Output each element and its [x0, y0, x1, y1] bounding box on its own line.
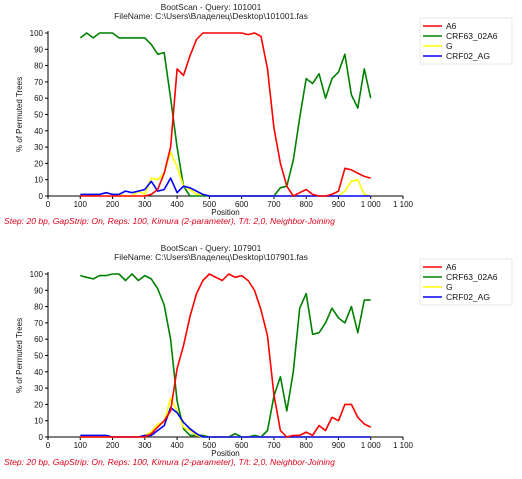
series-line-g — [80, 397, 371, 438]
series-line-g — [80, 151, 371, 197]
legend-label-crf63-02a6: CRF63_02A6 — [446, 272, 498, 282]
x-tick-label: 100 — [74, 200, 88, 209]
x-axis-label: Position — [211, 208, 239, 216]
x-tick-label: 500 — [203, 200, 217, 209]
y-tick-label: 0 — [39, 192, 44, 201]
y-tick-label: 30 — [34, 384, 43, 393]
x-tick-label: 400 — [170, 441, 184, 450]
x-tick-label: 600 — [235, 441, 249, 450]
x-tick-label: 900 — [332, 441, 346, 450]
legend-label-g: G — [446, 282, 453, 292]
y-axis-label: % of Permuted Trees — [15, 77, 24, 152]
bootscan-panel-107901: BootScan - Query: 107901 FileName: C:\Us… — [0, 241, 522, 473]
x-tick-label: 100 — [74, 441, 88, 450]
x-tick-label: 0 — [46, 200, 51, 209]
y-tick-label: 70 — [34, 78, 43, 87]
series-line-a6 — [80, 32, 371, 197]
y-tick-label: 70 — [34, 319, 43, 328]
x-tick-label: 1 000 — [361, 441, 382, 450]
x-tick-label: 800 — [300, 200, 314, 209]
series-line-a6 — [80, 273, 372, 438]
chart-title: BootScan - Query: 101001 — [160, 2, 262, 12]
bootscan-chart: 0 100 200 300 400 500 600 700 800 900 1 000 1 10001… — [15, 258, 513, 457]
x-tick-label: 400 — [170, 200, 184, 209]
x-tick-label: 0 — [46, 441, 51, 450]
x-tick-label: 500 — [203, 441, 217, 450]
y-tick-label: 100 — [30, 29, 44, 38]
x-tick-label: 700 — [267, 200, 281, 209]
chart-caption: Step: 20 bp, GapStrip: On, Reps: 100, Ki… — [4, 457, 335, 467]
series-line-crf02-ag — [80, 406, 371, 438]
chart-subtitle: FileName: C:\Users\Владелец\Desktop\1079… — [114, 252, 308, 262]
x-tick-label: 800 — [300, 441, 314, 450]
chart-caption: Step: 20 bp, GapStrip: On, Reps: 100, Ki… — [4, 216, 335, 226]
x-tick-label: 1 000 — [361, 200, 382, 209]
x-tick-label: 200 — [106, 441, 120, 450]
y-tick-label: 40 — [34, 368, 43, 377]
legend-label-g: G — [446, 41, 453, 51]
series-line-crf63-02a6 — [80, 273, 371, 438]
y-tick-label: 80 — [34, 303, 43, 312]
legend-label-crf02-ag: CRF02_AG — [446, 51, 490, 61]
legend-label-crf63-02a6: CRF63_02A6 — [446, 31, 498, 41]
y-tick-label: 30 — [34, 143, 43, 152]
series-line-crf02-ag — [80, 177, 371, 197]
y-tick-label: 60 — [34, 94, 43, 103]
bootscan-panel-101001: BootScan - Query: 101001 FileName: C:\Us… — [0, 0, 522, 232]
y-tick-label: 0 — [39, 433, 44, 442]
chart-title: BootScan - Query: 107901 — [160, 243, 262, 253]
chart-subtitle: FileName: C:\Users\Владелец\Desktop\1010… — [114, 11, 308, 21]
legend-label-a6: A6 — [446, 262, 457, 272]
y-tick-label: 10 — [34, 176, 43, 185]
y-tick-label: 20 — [34, 400, 43, 409]
bootscan-chart: 0 100 200 300 400 500 600 700 800 900 1 000 1 10001… — [15, 17, 513, 216]
y-tick-label: 90 — [34, 45, 43, 54]
x-tick-label: 700 — [267, 441, 281, 450]
x-axis-label: Position — [211, 449, 239, 457]
legend-label-crf02-ag: CRF02_AG — [446, 292, 490, 302]
y-tick-label: 60 — [34, 335, 43, 344]
series-line-crf63-02a6 — [79, 32, 372, 197]
x-tick-label: 1 100 — [393, 441, 414, 450]
x-tick-label: 200 — [106, 200, 120, 209]
y-tick-label: 40 — [34, 127, 43, 136]
y-axis-label: % of Permuted Trees — [15, 318, 24, 393]
x-tick-label: 900 — [332, 200, 346, 209]
x-tick-label: 300 — [138, 200, 152, 209]
x-tick-label: 1 100 — [393, 200, 414, 209]
x-tick-label: 600 — [235, 200, 249, 209]
y-tick-label: 90 — [34, 286, 43, 295]
y-tick-label: 80 — [34, 62, 43, 71]
y-tick-label: 20 — [34, 159, 43, 168]
y-tick-label: 50 — [34, 111, 43, 120]
legend-label-a6: A6 — [446, 21, 457, 31]
x-tick-label: 300 — [138, 441, 152, 450]
y-tick-label: 50 — [34, 352, 43, 361]
y-tick-label: 100 — [30, 270, 44, 279]
y-tick-label: 10 — [34, 417, 43, 426]
